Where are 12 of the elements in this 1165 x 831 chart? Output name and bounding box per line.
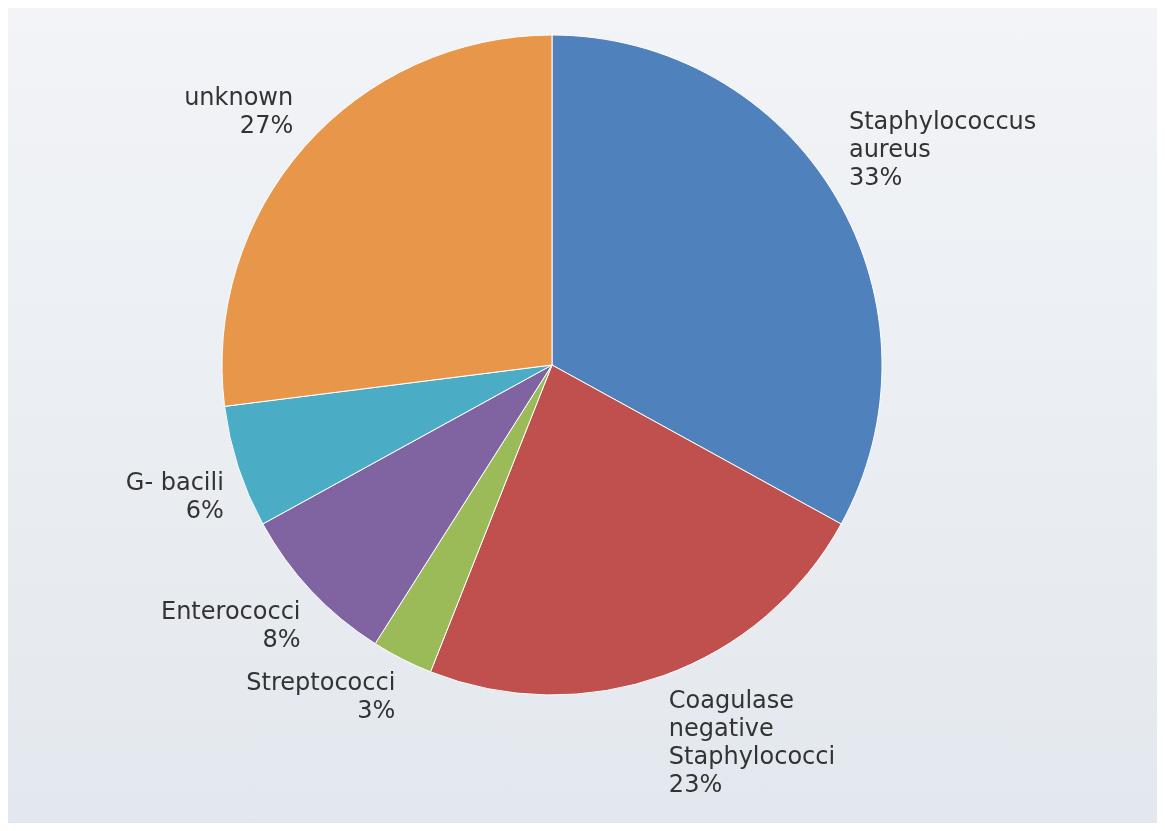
slice-label: unknown [184, 82, 294, 111]
slice-label: Staphylococcus aureus [848, 107, 1037, 164]
data-label: 23% [668, 769, 723, 798]
data-label: 33% [848, 163, 903, 192]
data-label: 6% [185, 495, 224, 524]
slice-label: Coagulase negative Staphylococci [668, 685, 836, 770]
data-label: 3% [357, 696, 396, 725]
slice-label: G- bacili [125, 467, 224, 496]
data-label: 8% [262, 625, 301, 654]
data-label: 27% [239, 110, 294, 139]
slice-label: Enterococci [160, 597, 301, 626]
slice-label: Streptococci [246, 668, 396, 697]
